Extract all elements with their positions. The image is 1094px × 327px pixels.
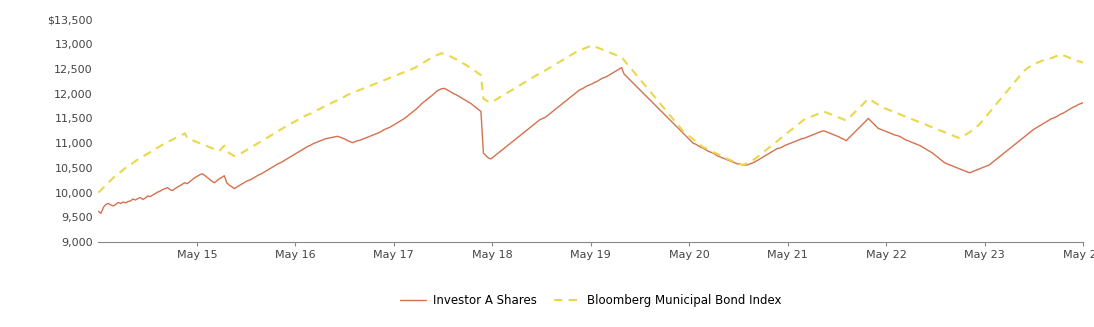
Bloomberg Municipal Bond Index bbox=[1076, 61, 1090, 65]
Legend: Investor A Shares, Bloomberg Municipal Bond Index: Investor A Shares, Bloomberg Municipal B… bbox=[395, 290, 787, 312]
Investor A Shares bbox=[1076, 101, 1090, 105]
Bloomberg Municipal Bond Index bbox=[481, 100, 494, 104]
Investor A Shares bbox=[94, 211, 107, 215]
Bloomberg Municipal Bond Index bbox=[713, 154, 726, 158]
Line: Investor A Shares: Investor A Shares bbox=[98, 68, 1083, 213]
Bloomberg Municipal Bond Index bbox=[805, 114, 818, 118]
Investor A Shares bbox=[415, 102, 428, 106]
Line: Bloomberg Municipal Bond Index: Bloomberg Municipal Bond Index bbox=[98, 45, 1083, 193]
Bloomberg Municipal Bond Index bbox=[585, 43, 598, 47]
Investor A Shares bbox=[92, 209, 105, 213]
Investor A Shares bbox=[213, 177, 226, 181]
Investor A Shares bbox=[717, 156, 730, 160]
Investor A Shares bbox=[813, 130, 826, 134]
Investor A Shares bbox=[807, 132, 820, 136]
Investor A Shares bbox=[615, 66, 628, 70]
Investor A Shares bbox=[485, 157, 498, 161]
Bloomberg Municipal Bond Index bbox=[92, 191, 105, 195]
Bloomberg Municipal Bond Index bbox=[210, 148, 223, 152]
Bloomberg Municipal Bond Index bbox=[412, 63, 426, 67]
Bloomberg Municipal Bond Index bbox=[810, 112, 823, 116]
